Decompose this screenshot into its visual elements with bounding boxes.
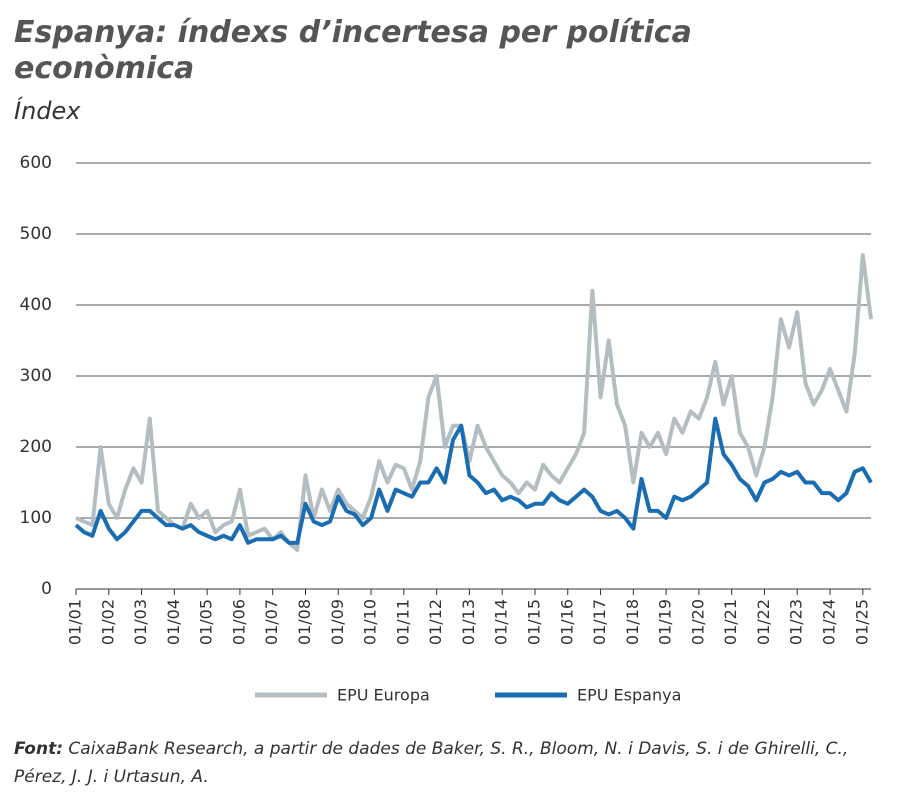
series-line xyxy=(75,253,873,552)
x-tick-label: 01/16 xyxy=(557,599,576,645)
x-tick-label: 01/04 xyxy=(164,599,183,645)
x-tick-label: 01/15 xyxy=(524,599,543,645)
x-tick-label: 01/20 xyxy=(688,599,707,645)
x-tick-label: 01/01 xyxy=(66,599,85,645)
x-tick-label: 01/03 xyxy=(131,599,150,645)
y-tick-label: 300 xyxy=(20,366,52,386)
x-tick-label: 01/24 xyxy=(820,599,839,645)
x-tick-label: 01/13 xyxy=(459,599,478,645)
chart-title-line: Espanya: índexs d’incertesa per política xyxy=(14,15,692,50)
x-tick-label: 01/11 xyxy=(393,599,412,645)
chart-title-line: econòmica xyxy=(14,51,194,86)
legend-label: EPU Europa xyxy=(337,686,430,705)
x-tick-label: 01/07 xyxy=(262,599,281,645)
x-tick-label: 01/25 xyxy=(852,599,871,645)
y-tick-label: 600 xyxy=(20,153,52,173)
x-tick-label: 01/02 xyxy=(98,599,117,645)
y-tick-label: 100 xyxy=(20,508,52,528)
x-tick-label: 01/12 xyxy=(426,599,445,645)
x-tick-label: 01/09 xyxy=(328,599,347,645)
x-tick-label: 01/22 xyxy=(754,599,773,645)
x-tick-label: 01/06 xyxy=(229,599,248,645)
legend-label: EPU Espanya xyxy=(577,686,681,705)
source-text: CaixaBank Research, a partir de dades de… xyxy=(14,739,849,787)
x-tick-label: 01/18 xyxy=(623,599,642,645)
x-tick-label: 01/19 xyxy=(656,599,675,645)
x-tick-label: 01/10 xyxy=(361,599,380,645)
x-tick-label: 01/21 xyxy=(721,599,740,645)
chart-subtitle: Índex xyxy=(14,96,81,125)
y-tick-label: 0 xyxy=(41,579,52,599)
x-tick-label: 01/23 xyxy=(787,599,806,645)
y-tick-label: 400 xyxy=(20,295,52,315)
source-label: Font: xyxy=(14,739,63,759)
chart-title: Espanya: índexs d’incertesa per política… xyxy=(14,15,692,86)
source: Font: CaixaBank Research, a partir de da… xyxy=(14,735,864,791)
y-tick-label: 500 xyxy=(20,224,52,244)
x-tick-label: 01/17 xyxy=(590,599,609,645)
x-tick-label: 01/14 xyxy=(492,599,511,645)
series-line xyxy=(74,416,873,545)
x-tick-label: 01/05 xyxy=(197,599,216,645)
x-tick-label: 01/08 xyxy=(295,599,314,645)
y-tick-label: 200 xyxy=(20,437,52,457)
